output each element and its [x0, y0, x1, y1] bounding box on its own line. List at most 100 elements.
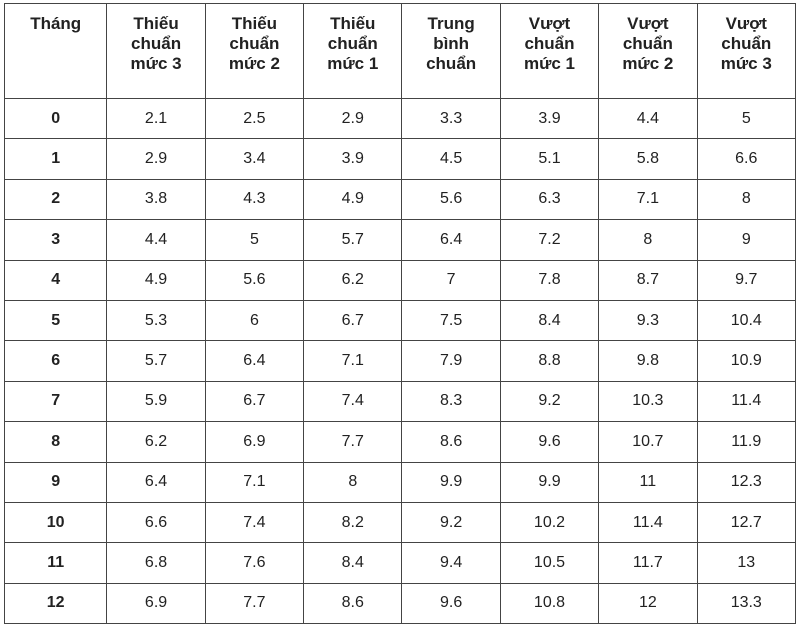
value-cell: 9.6 [499, 421, 600, 463]
value-cell: 4.9 [106, 259, 206, 301]
value-cell: 4.4 [598, 97, 698, 140]
value-cell: 10.4 [696, 299, 797, 342]
value-cell: 10.7 [598, 421, 698, 463]
value-cell: 6.6 [696, 138, 797, 180]
value-cell: 5.8 [598, 138, 698, 180]
value-cell: 6.3 [499, 178, 600, 221]
value-cell: 13 [696, 542, 797, 584]
table-row: 0 2.1 2.5 2.9 3.3 3.9 4.4 5 [3, 97, 797, 140]
value-cell: 2.5 [204, 97, 305, 140]
value-cell: 7.7 [204, 582, 305, 624]
value-cell: 11 [598, 461, 698, 503]
month-cell: 8 [3, 421, 108, 463]
value-cell: 5.6 [401, 178, 501, 221]
value-cell: 4.3 [204, 178, 305, 221]
value-cell: 6 [204, 299, 305, 342]
value-cell: 5.7 [106, 340, 206, 382]
table-row: 2 3.8 4.3 4.9 5.6 6.3 7.1 8 [3, 178, 797, 221]
column-header: Trung bình chuẩn [401, 3, 501, 99]
value-cell: 7.9 [401, 340, 501, 382]
column-header: Vượt chuẩn mức 2 [598, 3, 698, 99]
value-cell: 5 [696, 97, 797, 140]
value-cell: 7.4 [204, 501, 305, 544]
value-cell: 4.5 [401, 138, 501, 180]
table-row: 12 6.9 7.7 8.6 9.6 10.8 12 13.3 [3, 582, 797, 624]
value-cell: 7.1 [598, 178, 698, 221]
value-cell: 8.2 [303, 501, 403, 544]
month-cell: 0 [3, 97, 108, 140]
value-cell: 8.6 [303, 582, 403, 624]
value-cell: 9.3 [598, 299, 698, 342]
value-cell: 10.9 [696, 340, 797, 382]
value-cell: 2.1 [106, 97, 206, 140]
value-cell: 5.3 [106, 299, 206, 342]
value-cell: 6.2 [106, 421, 206, 463]
table-row: 1 2.9 3.4 3.9 4.5 5.1 5.8 6.6 [3, 138, 797, 180]
value-cell: 3.4 [204, 138, 305, 180]
value-cell: 5.6 [204, 259, 305, 301]
value-cell: 8.4 [303, 542, 403, 584]
value-cell: 8 [696, 178, 797, 221]
value-cell: 13.3 [696, 582, 797, 624]
value-cell: 7.6 [204, 542, 305, 584]
month-cell: 9 [3, 461, 108, 503]
column-header: Vượt chuẩn mức 1 [499, 3, 600, 99]
table-row: 11 6.8 7.6 8.4 9.4 10.5 11.7 13 [3, 542, 797, 584]
value-cell: 12 [598, 582, 698, 624]
table-row: 8 6.2 6.9 7.7 8.6 9.6 10.7 11.9 [3, 421, 797, 463]
value-cell: 5.9 [106, 380, 206, 423]
month-cell: 12 [3, 582, 108, 624]
value-cell: 9.9 [401, 461, 501, 503]
value-cell: 2.9 [303, 97, 403, 140]
month-cell: 2 [3, 178, 108, 221]
value-cell: 6.4 [401, 219, 501, 261]
value-cell: 8.4 [499, 299, 600, 342]
month-cell: 5 [3, 299, 108, 342]
table-row: 7 5.9 6.7 7.4 8.3 9.2 10.3 11.4 [3, 380, 797, 423]
value-cell: 2.9 [106, 138, 206, 180]
value-cell: 6.9 [106, 582, 206, 624]
value-cell: 4.9 [303, 178, 403, 221]
value-cell: 8.3 [401, 380, 501, 423]
value-cell: 7.1 [204, 461, 305, 503]
value-cell: 12.7 [696, 501, 797, 544]
table-row: 4 4.9 5.6 6.2 7 7.8 8.7 9.7 [3, 259, 797, 301]
value-cell: 9.4 [401, 542, 501, 584]
value-cell: 5 [204, 219, 305, 261]
value-cell: 6.4 [106, 461, 206, 503]
value-cell: 10.3 [598, 380, 698, 423]
value-cell: 9.7 [696, 259, 797, 301]
value-cell: 6.8 [106, 542, 206, 584]
month-cell: 7 [3, 380, 108, 423]
table-row: 6 5.7 6.4 7.1 7.9 8.8 9.8 10.9 [3, 340, 797, 382]
table-row: 3 4.4 5 5.7 6.4 7.2 8 9 [3, 219, 797, 261]
value-cell: 11.9 [696, 421, 797, 463]
table-row: 10 6.6 7.4 8.2 9.2 10.2 11.4 12.7 [3, 501, 797, 544]
value-cell: 7.7 [303, 421, 403, 463]
value-cell: 8.7 [598, 259, 698, 301]
value-cell: 8 [598, 219, 698, 261]
column-header: Tháng [3, 3, 108, 99]
value-cell: 12.3 [696, 461, 797, 503]
value-cell: 10.5 [499, 542, 600, 584]
value-cell: 9.8 [598, 340, 698, 382]
value-cell: 10.8 [499, 582, 600, 624]
value-cell: 6.7 [204, 380, 305, 423]
value-cell: 7.1 [303, 340, 403, 382]
month-cell: 4 [3, 259, 108, 301]
month-cell: 11 [3, 542, 108, 584]
column-header: Vượt chuẩn mức 3 [696, 3, 797, 99]
value-cell: 8.6 [401, 421, 501, 463]
value-cell: 8.8 [499, 340, 600, 382]
value-cell: 7.2 [499, 219, 600, 261]
value-cell: 4.4 [106, 219, 206, 261]
value-cell: 5.1 [499, 138, 600, 180]
value-cell: 9.2 [499, 380, 600, 423]
value-cell: 6.6 [106, 501, 206, 544]
month-cell: 3 [3, 219, 108, 261]
month-cell: 10 [3, 501, 108, 544]
table-row: 5 5.3 6 6.7 7.5 8.4 9.3 10.4 [3, 299, 797, 342]
value-cell: 11.4 [598, 501, 698, 544]
